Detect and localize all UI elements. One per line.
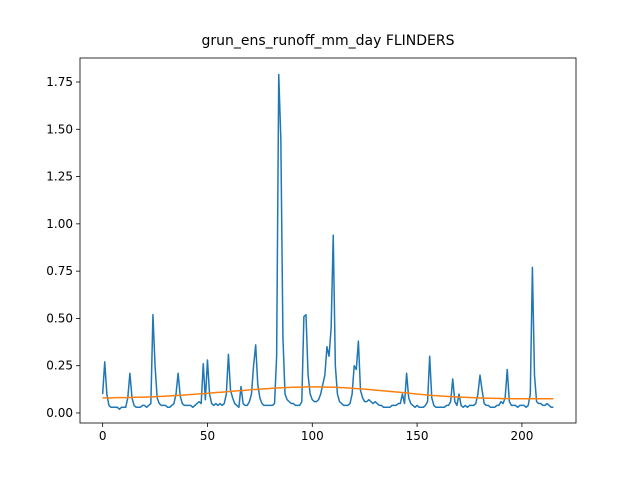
y-tick-label: 0.00 bbox=[46, 406, 73, 420]
x-tick-label: 100 bbox=[301, 429, 324, 443]
line-series bbox=[102, 386, 554, 400]
x-tick-label: 150 bbox=[406, 429, 429, 443]
y-tick-label: 1.50 bbox=[46, 122, 73, 136]
y-tick-label: 1.00 bbox=[46, 217, 73, 231]
chart-title: grun_ens_runoff_mm_day FLINDERS bbox=[201, 33, 454, 49]
plot-frame bbox=[79, 57, 577, 424]
y-tick-label: 0.50 bbox=[46, 311, 73, 325]
line-series bbox=[101, 73, 554, 410]
y-tick-label: 1.25 bbox=[46, 170, 73, 184]
x-tick-label: 50 bbox=[200, 429, 215, 443]
y-tick-label: 0.75 bbox=[46, 264, 73, 278]
x-tick-label: 0 bbox=[99, 429, 107, 443]
y-tick-label: 1.75 bbox=[46, 75, 73, 89]
x-tick-label: 200 bbox=[510, 429, 533, 443]
y-tick-label: 0.25 bbox=[46, 359, 73, 373]
